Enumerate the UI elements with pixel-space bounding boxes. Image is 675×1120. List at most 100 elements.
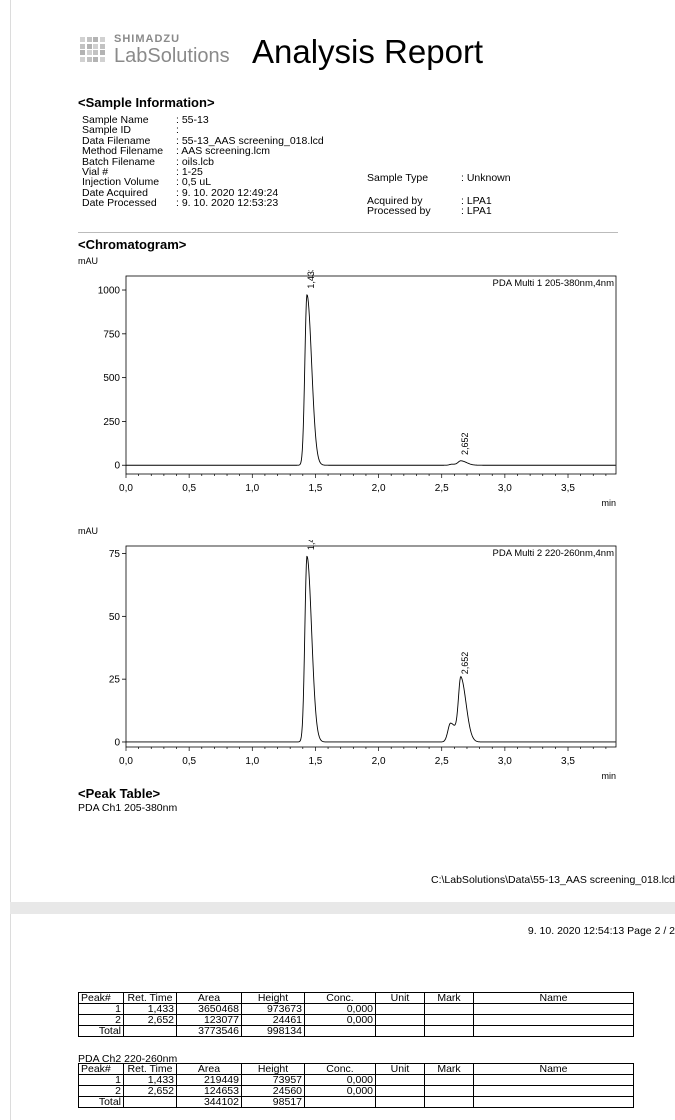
chromatogram-chart-2: 0 25 50 75 0,0 0,5 1,0 1,5 2,0 2,5 3,0 3,5 min PDA Mu…: [109, 540, 617, 781]
plot-frame: [125, 275, 617, 475]
sample-type-label: Sample Type: [367, 172, 429, 184]
chromatogram-chart-1: 0 250 500 750 1000 0,0 0,5 1,0 1,5 2,0 2,5 3,0 3,5 mi…: [98, 270, 617, 508]
table-header-cell: Conc.: [304, 1063, 376, 1075]
table-header-cell: Height: [241, 992, 305, 1004]
table-cell: [473, 1003, 634, 1015]
sample-info-value: : oils.lcb: [176, 155, 214, 168]
x-tick-label: 2,5: [435, 483, 449, 494]
table-row: Total 3773546 998134: [78, 1025, 634, 1037]
table-cell: 2: [78, 1014, 124, 1026]
table-header-cell: Ret. Time: [123, 992, 177, 1004]
brand-small: SHIMADZU: [114, 33, 181, 45]
table-cell: [304, 1096, 376, 1108]
table-cell: [375, 1014, 425, 1026]
peak-table-ch2: Peak# Ret. Time Area Height Conc. Unit Mark Nam…: [78, 1063, 634, 1108]
processed-by-value: : LPA1: [461, 205, 492, 217]
x-axis-label: min: [601, 771, 616, 781]
table-cell: 0,000: [304, 1003, 376, 1015]
x-tick-label: 0,5: [182, 756, 196, 767]
sample-info-value: :: [176, 124, 179, 137]
table-cell: 1: [78, 1003, 124, 1015]
table-cell: [424, 1003, 474, 1015]
x-tick-label: 3,5: [561, 756, 575, 767]
table-cell: [424, 1014, 474, 1026]
table-cell: [123, 1096, 177, 1108]
table-cell: 0,000: [304, 1014, 376, 1026]
page-separator: [10, 902, 675, 914]
sample-info-label: Data Filename: [82, 134, 151, 147]
sample-info-label: Sample ID: [82, 124, 132, 137]
table-cell: [473, 1096, 634, 1108]
table-cell: 2: [78, 1085, 124, 1097]
chromatogram-heading: <Chromatogram>: [78, 237, 187, 252]
table-cell: [424, 1096, 474, 1108]
table-header-cell: Mark: [424, 1063, 474, 1075]
sample-info-value: : 55-13_AAS screening_018.lcd: [176, 134, 324, 147]
sample-info-label: Injection Volume: [82, 176, 160, 189]
table-cell: [375, 1085, 425, 1097]
table-cell: [473, 1025, 634, 1037]
table-cell: 123077: [176, 1014, 242, 1026]
table-header-cell: Unit: [375, 1063, 425, 1075]
report-title: Analysis Report: [252, 33, 484, 70]
table-header-cell: Area: [176, 1063, 242, 1075]
sample-info-label: Method Filename: [82, 145, 164, 158]
sample-info-value: : 9. 10. 2020 12:53:23: [176, 197, 279, 210]
table-header-cell: Height: [241, 1063, 305, 1075]
x-tick-label: 2,0: [372, 756, 386, 767]
table-cell: [424, 1025, 474, 1037]
table-header-cell: Area: [176, 992, 242, 1004]
x-tick-label: 2,5: [435, 756, 449, 767]
y-tick-label: 0: [114, 461, 120, 472]
table-header-cell: Name: [473, 992, 634, 1004]
x-tick-label: 3,0: [498, 756, 512, 767]
table-header-cell: Name: [473, 1063, 634, 1075]
table-header-cell: Peak#: [78, 1063, 124, 1075]
acquired-by-label: Acquired by: [367, 195, 423, 207]
sample-info-value: : 0,5 uL: [176, 176, 212, 189]
x-tick-label: 0,0: [119, 483, 133, 494]
table-cell: 2,652: [123, 1014, 177, 1026]
table-cell: 344102: [176, 1096, 242, 1108]
table-cell: 24560: [241, 1085, 305, 1097]
y-tick-label: 500: [103, 373, 120, 384]
x-tick-label: 1,0: [245, 483, 259, 494]
table-header-cell: Unit: [375, 992, 425, 1004]
x-tick-label: 3,0: [498, 483, 512, 494]
chart-title: PDA Multi 1 205-380nm,4nm: [493, 278, 615, 289]
table-cell: 98517: [241, 1096, 305, 1108]
table-cell: 1: [78, 1074, 124, 1086]
table-header-cell: Peak#: [78, 992, 124, 1004]
sample-info-heading: <Sample Information>: [78, 95, 215, 110]
data-file-path: C:\LabSolutions\Data\55-13_AAS screening…: [431, 874, 675, 886]
table-cell: [424, 1085, 474, 1097]
x-tick-label: 1,0: [245, 756, 259, 767]
table-cell: [473, 1074, 634, 1086]
table-cell: 24461: [241, 1014, 305, 1026]
table-header-cell: Conc.: [304, 992, 376, 1004]
sample-info-label: Date Processed: [82, 197, 157, 210]
table-cell: [123, 1025, 177, 1037]
table-cell: 124653: [176, 1085, 242, 1097]
x-tick-label: 2,0: [372, 483, 386, 494]
chart1-y-unit: mAU: [78, 256, 98, 266]
table-cell: 973673: [241, 1003, 305, 1015]
table-cell: Total: [78, 1096, 124, 1108]
table-cell: [473, 1014, 634, 1026]
table-cell: [375, 1096, 425, 1108]
chromatogram-trace: [126, 294, 616, 466]
peak-table-ch1: Peak# Ret. Time Area Height Conc. Unit Mark Nam…: [78, 992, 634, 1037]
table-header-cell: Mark: [424, 992, 474, 1004]
table-row: 1 1,433 3650468 973673 0,000: [78, 1003, 634, 1015]
y-tick-label: 25: [109, 675, 121, 686]
table-cell: Total: [78, 1025, 124, 1037]
table-cell: 1,433: [123, 1003, 177, 1015]
table-cell: [375, 1074, 425, 1086]
x-tick-label: 0,5: [182, 483, 196, 494]
y-tick-label: 50: [109, 612, 121, 623]
table-cell: 73957: [241, 1074, 305, 1086]
brand-large: LabSolutions: [114, 45, 230, 67]
sample-info-value: : 9. 10. 2020 12:49:24: [176, 186, 279, 199]
peak-label: 1,433: [306, 540, 316, 550]
peak-table-ch2-label: PDA Ch2 220-260nm: [78, 1053, 178, 1065]
